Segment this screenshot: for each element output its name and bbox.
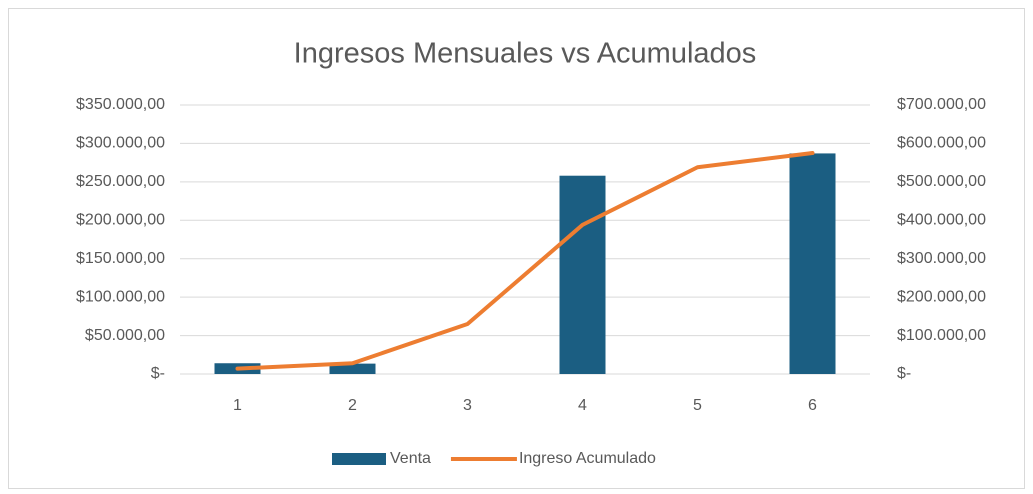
y2-tick-label: $100.000,00 bbox=[897, 327, 986, 344]
legend-swatch bbox=[332, 453, 386, 465]
y-tick-label: $100.000,00 bbox=[76, 288, 165, 305]
x-tick-label: 1 bbox=[233, 397, 242, 414]
y2-tick-label: $- bbox=[897, 365, 911, 382]
y2-tick-label: $300.000,00 bbox=[897, 250, 986, 267]
chart-title: Ingresos Mensuales vs Acumulados bbox=[294, 38, 757, 70]
bar bbox=[789, 153, 836, 374]
bar bbox=[329, 363, 376, 374]
x-tick-label: 2 bbox=[348, 397, 357, 414]
y-tick-label: $150.000,00 bbox=[76, 250, 165, 267]
x-tick-label: 5 bbox=[693, 397, 702, 414]
y2-tick-label: $400.000,00 bbox=[897, 212, 986, 229]
y-tick-label: $- bbox=[151, 365, 165, 382]
y-tick-label: $250.000,00 bbox=[76, 173, 165, 190]
y-tick-label: $200.000,00 bbox=[76, 212, 165, 229]
x-tick-label: 3 bbox=[463, 397, 472, 414]
x-tick-label: 6 bbox=[808, 397, 817, 414]
y-tick-label: $350.000,00 bbox=[76, 96, 165, 113]
y-tick-label: $50.000,00 bbox=[85, 327, 165, 344]
y2-tick-label: $500.000,00 bbox=[897, 173, 986, 190]
y2-tick-label: $700.000,00 bbox=[897, 96, 986, 113]
line bbox=[235, 151, 815, 371]
y-tick-label: $300.000,00 bbox=[76, 135, 165, 152]
y2-tick-label: $200.000,00 bbox=[897, 288, 986, 305]
legend-label: Ingreso Acumulado bbox=[519, 450, 656, 467]
legend-label: Venta bbox=[390, 450, 431, 467]
bar bbox=[559, 175, 606, 374]
x-tick-label: 4 bbox=[578, 397, 587, 414]
y2-tick-label: $600.000,00 bbox=[897, 135, 986, 152]
chart-border bbox=[8, 8, 1025, 489]
